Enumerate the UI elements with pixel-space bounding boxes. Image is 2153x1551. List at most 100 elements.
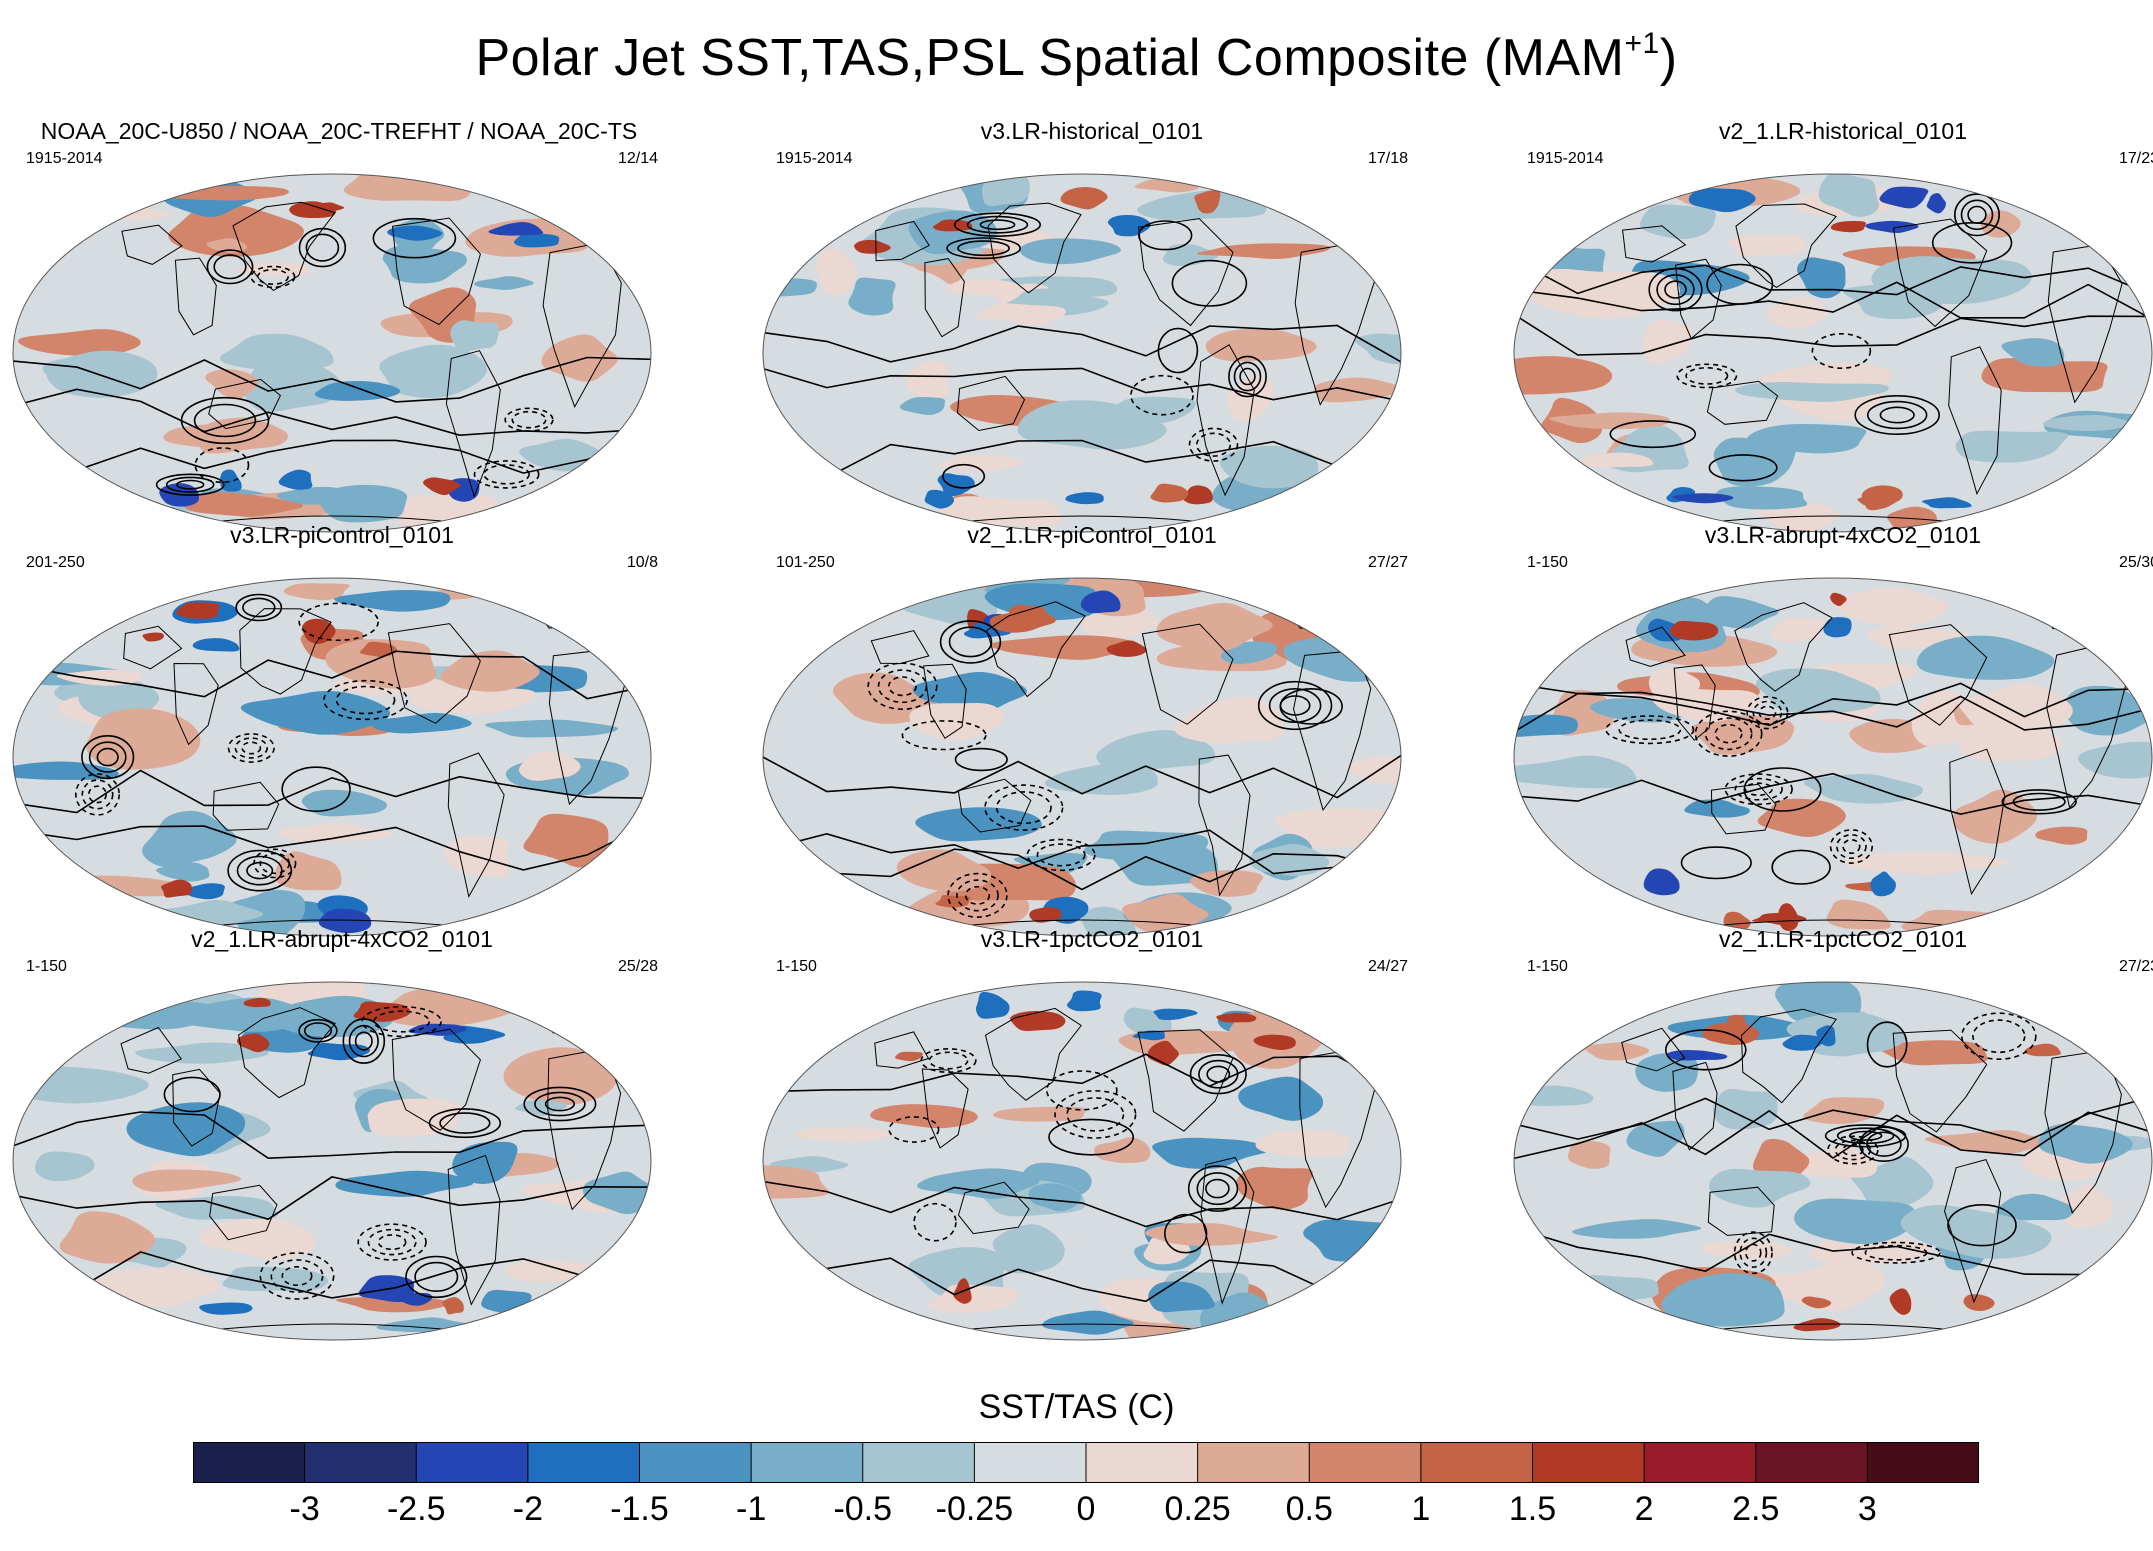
psl-contour-negative — [323, 679, 408, 721]
coastline — [971, 919, 1193, 926]
psl-contour-negative — [1714, 723, 1743, 744]
psl-contour-negative — [995, 791, 1052, 825]
anomaly-patch — [1728, 235, 1807, 257]
colorbar-swatch — [862, 1442, 975, 1482]
coastline — [212, 781, 280, 831]
psl-contour-negative — [1036, 843, 1086, 867]
colorbar-swatch — [1197, 1442, 1310, 1482]
chart-title-close: ) — [1659, 29, 1678, 87]
psl-contour-positive — [1664, 280, 1687, 299]
anomaly-patch — [474, 276, 534, 290]
anomaly-patch — [301, 789, 388, 817]
colorbar-tick-label: -0.25 — [935, 1490, 1014, 1528]
coastline — [1740, 1008, 1838, 1104]
anomaly-patch — [1684, 799, 1750, 818]
anomaly-patch — [2063, 685, 2152, 736]
psl-contour-zero — [763, 848, 1401, 891]
colorbar-tick-label: 3 — [1857, 1490, 1877, 1528]
anomaly-core — [1182, 485, 1213, 505]
psl-contour-positive — [372, 217, 457, 259]
psl-contour-positive — [2001, 789, 2077, 815]
anomaly-patch — [484, 719, 618, 738]
psl-contour-positive — [1239, 367, 1256, 386]
map-outline — [12, 577, 652, 937]
psl-contour-positive — [523, 1086, 597, 1122]
colorbar-swatch — [1532, 1442, 1645, 1482]
colorbar-tick-label: 2 — [1634, 1490, 1654, 1528]
anomaly-patch — [1156, 602, 1273, 652]
map-plot — [1513, 173, 2153, 533]
psl-contour-positive — [96, 747, 119, 767]
coastline — [209, 1184, 278, 1241]
anomaly-patch — [832, 672, 937, 724]
map-field — [13, 174, 651, 532]
coastline — [921, 1068, 969, 1149]
map-plot — [12, 173, 652, 533]
colorbar-swatch — [1644, 1442, 1757, 1482]
anomaly-core — [854, 239, 891, 254]
anomaly-patch — [1348, 756, 1401, 784]
anomaly-core — [1926, 193, 1946, 214]
anomaly-patch — [1565, 1275, 1659, 1301]
panel-years: 201-250 — [26, 554, 85, 571]
psl-contour-negative — [1960, 1012, 2037, 1061]
psl-contour-positive — [1867, 400, 1928, 430]
psl-contour-negative — [920, 1048, 977, 1074]
anomaly-patch — [1567, 1140, 1611, 1169]
anomaly-patch — [541, 334, 618, 382]
anomaly-core — [1060, 186, 1108, 210]
colorbar-swatch — [527, 1442, 641, 1482]
anomaly-patch — [1152, 1137, 1270, 1169]
anomaly-core — [932, 219, 973, 232]
coastline — [956, 375, 1026, 432]
anomaly-patch — [1995, 1193, 2074, 1221]
map-outline — [1513, 981, 2153, 1341]
psl-contour-zero — [763, 1053, 1401, 1093]
anomaly-patch — [1019, 238, 1121, 265]
map-field — [1514, 587, 2152, 935]
psl-contour-positive — [298, 1018, 338, 1043]
psl-contour-negative — [1054, 1089, 1137, 1139]
anomaly-patch — [156, 862, 210, 882]
panel-title: v2_1.LR-piControl_0101 — [967, 522, 1217, 548]
anomaly-patch — [2078, 741, 2152, 779]
panel-years: 1-150 — [1527, 554, 1568, 571]
anomaly-core — [359, 641, 397, 657]
coastline — [123, 625, 183, 670]
psl-contour-negative — [259, 1252, 335, 1300]
map-panel: v2_1.LR-piControl_0101 101-250 27/27 — [762, 522, 1422, 942]
anomaly-core — [318, 908, 372, 934]
coastline — [1722, 1323, 1944, 1330]
psl-contour-negative — [1694, 710, 1763, 757]
anomaly-patch — [1661, 1273, 1785, 1327]
anomaly-core — [142, 632, 164, 642]
psl-contour-negative — [1704, 717, 1753, 751]
anomaly-core — [1150, 483, 1189, 503]
anomaly-patch — [274, 851, 342, 891]
psl-contour-positive — [1164, 1213, 1208, 1254]
coastline — [221, 515, 443, 522]
anomaly-core — [1830, 592, 1847, 607]
map-field — [1514, 982, 2152, 1332]
psl-contour-positive — [155, 473, 225, 496]
anomaly-patch — [975, 303, 1066, 326]
colorbar-tick-label: 0.25 — [1164, 1490, 1231, 1528]
psl-contour-zero — [1514, 691, 2152, 733]
coastline — [445, 350, 501, 498]
anomaly-patch — [917, 1168, 1040, 1199]
psl-contour-negative — [1829, 829, 1874, 864]
coastline — [924, 258, 965, 338]
coastline — [1284, 195, 1360, 225]
anomaly-patch — [816, 248, 856, 297]
anomaly-core — [1782, 1034, 1824, 1051]
anomaly-patch — [283, 583, 350, 601]
coastline — [971, 515, 1193, 522]
anomaly-patch — [1803, 774, 1924, 804]
map-plot — [12, 981, 652, 1341]
psl-contour-negative — [901, 720, 987, 751]
psl-contour-negative — [1026, 838, 1096, 872]
coastline — [1734, 602, 1833, 692]
psl-contour-negative — [74, 773, 121, 816]
psl-contour-positive — [81, 735, 135, 780]
map-plot — [762, 981, 1402, 1341]
